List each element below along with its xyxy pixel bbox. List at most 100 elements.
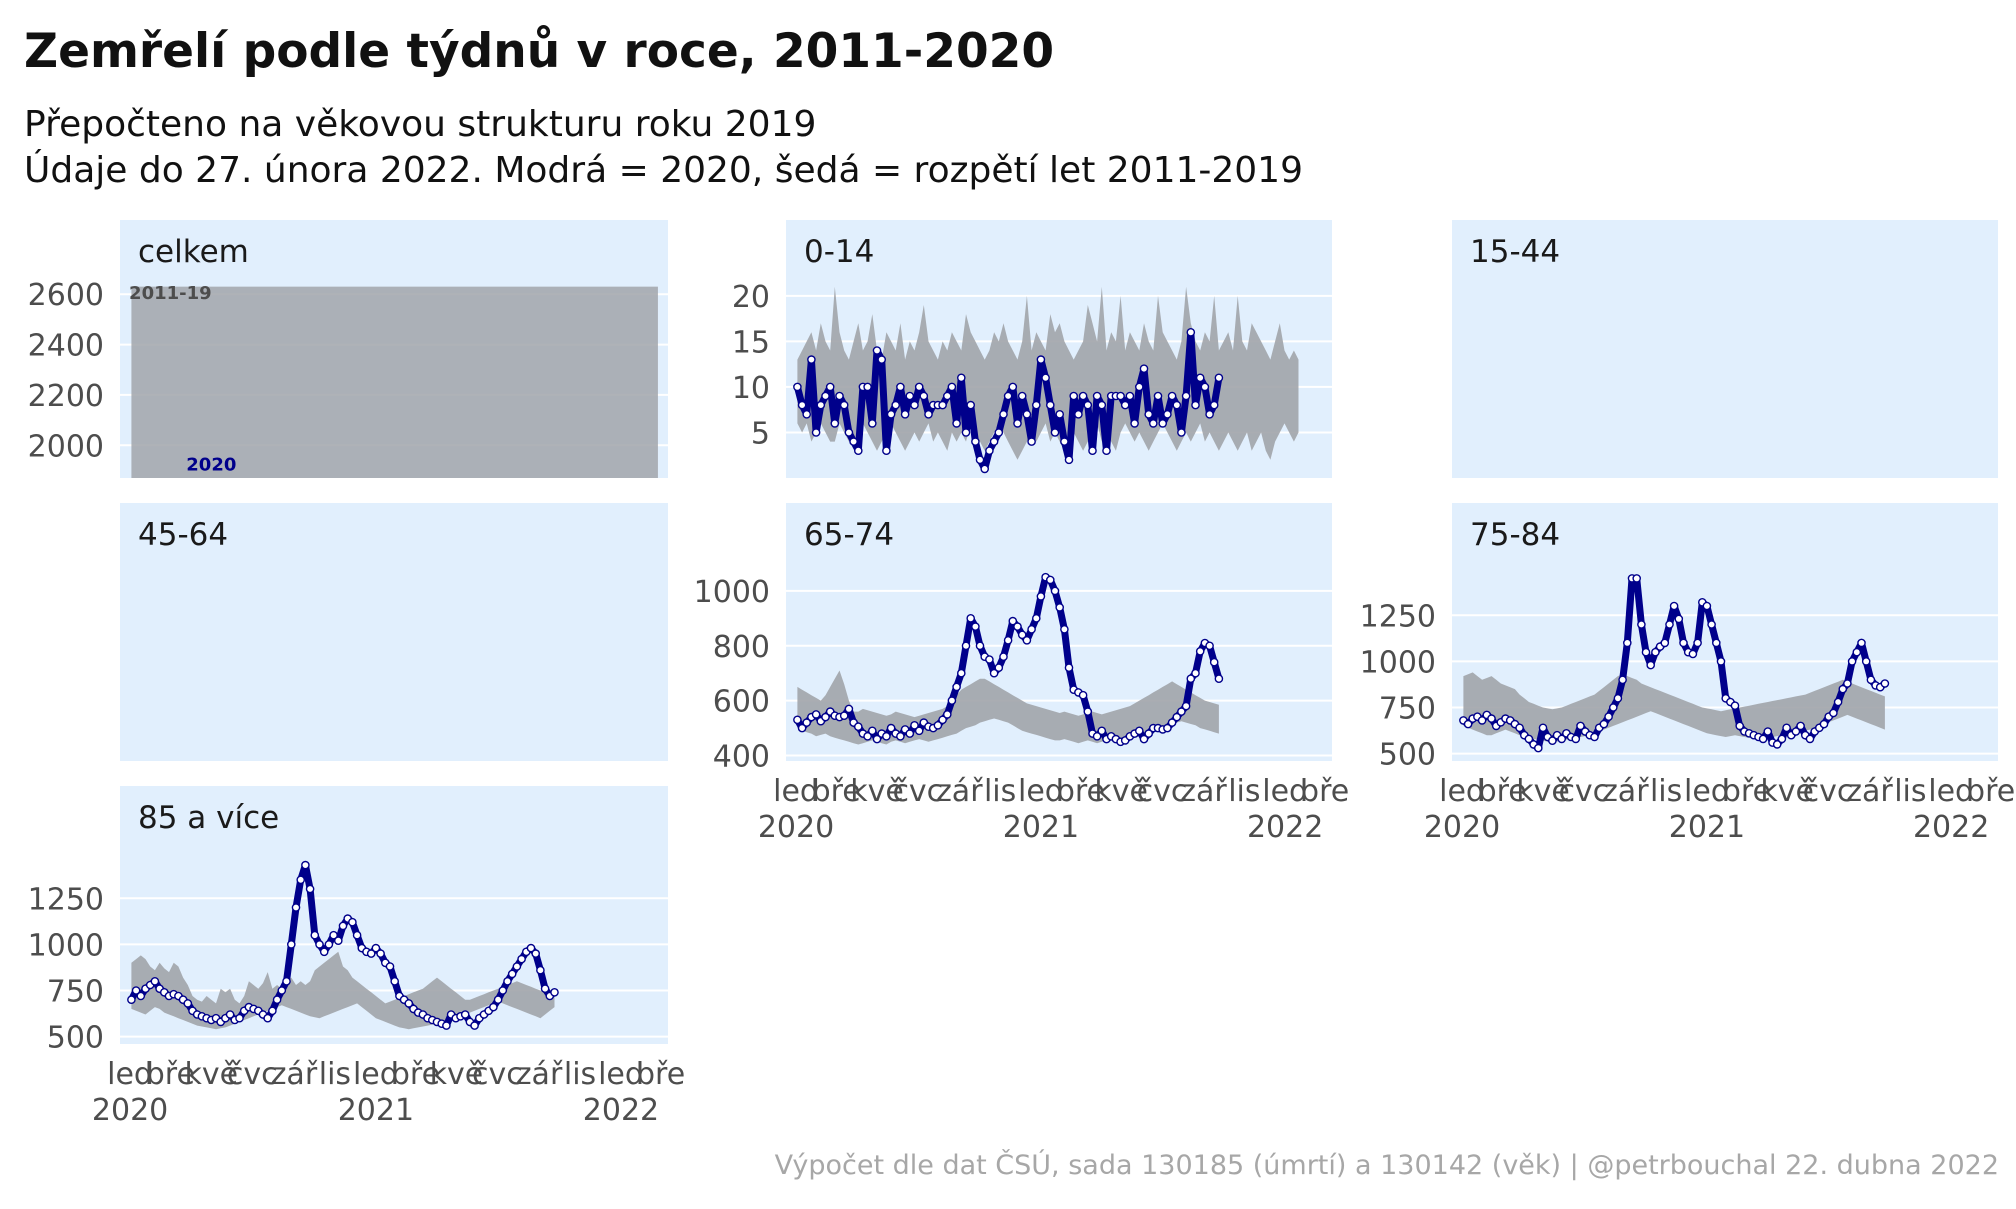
data-point-2020 — [1829, 708, 1838, 718]
data-point-2020 — [985, 655, 994, 664]
data-point-2020 — [1139, 734, 1149, 744]
data-point-2020 — [1688, 649, 1698, 659]
x-tick-label: kvě — [1516, 774, 1570, 809]
data-point-2020 — [1013, 622, 1022, 631]
data-point-2020 — [540, 984, 550, 994]
panel-background — [1452, 220, 1998, 478]
data-point-2020 — [919, 391, 929, 401]
data-point-2020 — [1590, 732, 1599, 742]
data-point-2020 — [1139, 364, 1149, 374]
data-point-2020 — [863, 382, 872, 392]
data-point-2020 — [966, 614, 976, 623]
data-point-2020 — [1083, 400, 1093, 410]
data-point-2020 — [1064, 663, 1074, 673]
data-point-2020 — [235, 1013, 244, 1023]
range-area-2011-2019 — [131, 286, 658, 478]
x-tick-label: zář — [1602, 774, 1649, 809]
data-point-2020 — [1669, 601, 1679, 611]
data-point-2020 — [1758, 734, 1768, 744]
data-point-2020 — [404, 999, 414, 1008]
data-point-2020 — [844, 428, 854, 437]
data-point-2020 — [1641, 647, 1651, 657]
data-point-2020 — [1032, 614, 1041, 623]
y-tick-label: 5 — [751, 416, 770, 451]
data-point-2020 — [957, 373, 966, 383]
facet-panel-15-44: 15-44 — [1452, 220, 1998, 478]
data-point-2020 — [914, 382, 924, 392]
data-point-2020 — [1027, 437, 1036, 446]
data-point-2020 — [1571, 734, 1581, 744]
data-point-2020 — [1022, 409, 1032, 419]
y-tick-label: 10 — [732, 371, 770, 406]
y-tick-label: 2200 — [28, 379, 104, 414]
data-point-2020 — [277, 986, 287, 995]
data-point-2020 — [811, 428, 821, 437]
data-point-2020 — [886, 723, 896, 733]
data-point-2020 — [989, 437, 999, 446]
data-point-2020 — [1707, 620, 1716, 629]
data-point-2020 — [1125, 391, 1135, 401]
data-point-2020 — [802, 409, 812, 419]
data-point-2020 — [910, 400, 919, 410]
data-point-2020 — [971, 437, 980, 446]
y-tick-label: 20 — [732, 280, 770, 315]
data-point-2020 — [1167, 391, 1177, 401]
x-tick-label: čvc — [227, 1057, 278, 1092]
data-point-2020 — [886, 409, 896, 419]
data-point-2020 — [882, 446, 891, 456]
data-point-2020 — [550, 988, 559, 997]
y-tick-label: 400 — [713, 740, 770, 775]
data-point-2020 — [1702, 601, 1712, 611]
data-point-2020 — [1819, 719, 1829, 729]
data-point-2020 — [1618, 675, 1627, 685]
y-tick-label: 15 — [732, 325, 770, 360]
data-point-2020 — [1857, 638, 1866, 648]
x-tick-label: bře — [812, 774, 861, 809]
x-tick-label: lis — [1228, 774, 1260, 809]
data-point-2020 — [1209, 657, 1219, 667]
data-point-2020 — [844, 704, 854, 714]
x-tick-label: čvc — [1137, 774, 1188, 809]
data-point-2020 — [315, 940, 324, 949]
data-point-2020 — [1046, 400, 1055, 410]
data-point-2020 — [301, 860, 310, 870]
data-point-2020 — [1609, 703, 1618, 712]
y-tick-label: 750 — [1379, 692, 1436, 727]
data-point-2020 — [1712, 638, 1721, 648]
data-point-2020 — [1050, 586, 1060, 596]
data-point-2020 — [1050, 428, 1060, 437]
data-point-2020 — [943, 710, 952, 719]
data-point-2020 — [1735, 721, 1744, 731]
data-point-2020 — [1074, 409, 1083, 419]
data-point-2020 — [821, 391, 830, 401]
data-point-2020 — [1017, 630, 1027, 640]
facet-label: 15-44 — [1470, 234, 1560, 270]
x-tick-label: čvc — [892, 774, 943, 809]
y-tick-label: 800 — [713, 630, 770, 665]
data-point-2020 — [305, 884, 315, 894]
data-point-2020 — [1064, 455, 1074, 465]
data-point-2020 — [854, 722, 863, 732]
data-point-2020 — [807, 355, 816, 364]
data-point-2020 — [1716, 657, 1726, 666]
data-point-2020 — [1777, 734, 1787, 744]
x-tick-label: bře — [1722, 774, 1771, 809]
x-tick-label: čvc — [1558, 774, 1609, 809]
data-point-2020 — [1463, 719, 1473, 729]
data-point-2020 — [1013, 419, 1022, 428]
data-point-2020 — [999, 652, 1008, 662]
y-tick-label: 2600 — [28, 278, 104, 313]
y-tick-label: 600 — [713, 685, 770, 720]
data-point-2020 — [863, 732, 872, 741]
y-tick-label: 1250 — [1360, 599, 1436, 634]
x-tick-label: bře — [1056, 774, 1105, 809]
data-point-2020 — [1017, 391, 1027, 401]
x-tick-label: kvě — [185, 1057, 239, 1092]
data-point-2020 — [1102, 446, 1111, 456]
data-point-2020 — [1069, 391, 1078, 401]
data-point-2020 — [1651, 647, 1660, 657]
data-point-2020 — [352, 930, 362, 940]
data-point-2020 — [1557, 734, 1566, 744]
data-point-2020 — [811, 710, 821, 719]
data-point-2020 — [1003, 391, 1013, 401]
